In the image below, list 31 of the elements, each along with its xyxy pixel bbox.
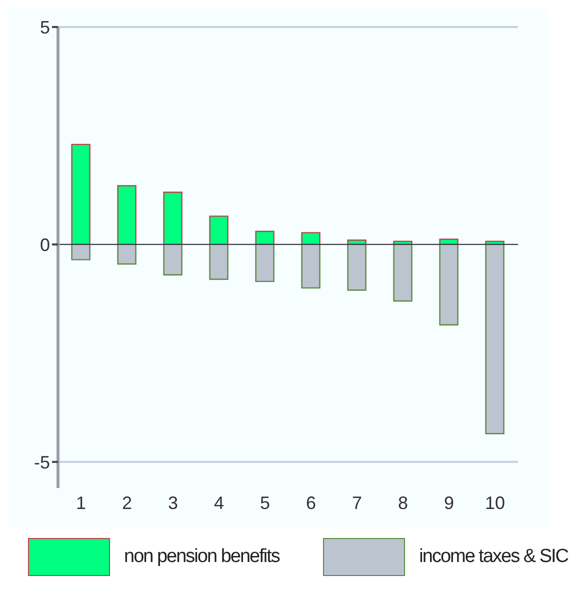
bar [301,244,320,289]
bar [209,216,228,246]
x-tick-label: 5 [260,492,270,513]
x-tick-label: 4 [214,492,224,513]
bar [485,244,504,434]
bar [163,192,182,246]
x-tick-label: 9 [444,492,454,513]
y-tick-label: -5 [34,452,50,472]
x-tick-label: 8 [398,492,408,513]
x-tick-label: 1 [76,492,86,513]
bar [117,185,136,246]
bar [255,230,274,246]
bar [71,144,90,246]
x-tick-label: 2 [122,492,132,513]
x-tick-label: 6 [306,492,316,513]
bar [71,244,90,260]
legend-label: non pension benefits [124,546,280,568]
bar [117,244,136,265]
y-tick-label: 5 [40,17,50,38]
x-tick-label: 10 [484,492,506,513]
bar [439,244,458,326]
x-tick-label: 3 [168,492,178,513]
bar [301,232,320,246]
x-tick-label: 7 [352,492,362,513]
bar [347,244,366,291]
bar [393,244,412,302]
bar [209,244,228,280]
legend-label: income taxes & SIC [419,546,568,568]
bar [163,244,182,276]
y-tick-label: 0 [40,234,50,255]
bar [255,244,274,282]
